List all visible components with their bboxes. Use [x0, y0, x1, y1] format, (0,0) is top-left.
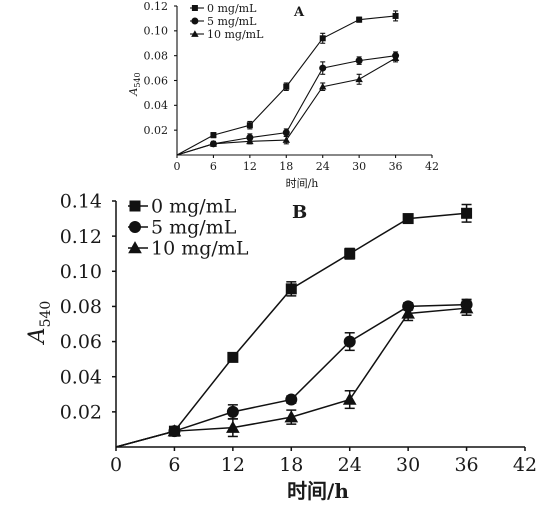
- panel-b-legend-item: 0 mg/mL: [128, 196, 237, 218]
- panel-a-data-point: [210, 132, 217, 139]
- panel-b-legend-label: 0 mg/mL: [151, 196, 237, 218]
- panel-a-series-square: [176, 10, 399, 156]
- panel-a-legend-item: 10 mg/mL: [190, 28, 264, 41]
- panel-a-x-tick-label: 0: [174, 160, 181, 173]
- panel-b-y-tick-label: 0.08: [60, 296, 102, 318]
- panel-b-series-triangle: [115, 300, 474, 448]
- panel-b-x-tick-label: 6: [168, 454, 180, 476]
- chart-panel-b: B 0 6 12 18 24 30 36 42 0.02 0.04 0.06 0.08 0.10 0.12…: [25, 191, 537, 503]
- panel-a-x-tick-label: 36: [389, 160, 403, 173]
- panel-a-axes: 0 6 12 18 24 30 36 42 0.02 0.04 0.06 0.08 0.10 0.12: [144, 0, 440, 173]
- panel-a-data-point: [319, 35, 326, 42]
- panel-a-legend-marker: [191, 5, 198, 11]
- panel-b-x-tick-label: 36: [454, 454, 478, 476]
- panel-b-legend-marker: [129, 221, 141, 233]
- panel-b-x-tick-label: 42: [513, 454, 537, 476]
- panel-b-data-point: [401, 306, 415, 319]
- panel-b-series-line: [115, 307, 467, 448]
- panel-b-legend-marker: [128, 241, 142, 254]
- panel-b-data-point: [285, 283, 297, 295]
- panel-b-y-tick-label: 0.06: [60, 331, 102, 353]
- panel-b-legend-marker: [129, 200, 141, 212]
- panel-b-x-tick-label: 24: [338, 454, 362, 476]
- panel-b-data-point: [226, 420, 240, 433]
- panel-b-data-point: [285, 393, 298, 406]
- panel-a-y-tick-label: 0.06: [144, 74, 169, 87]
- panel-a-data-point: [391, 54, 400, 61]
- panel-b-legend-label: 10 mg/mL: [151, 238, 249, 260]
- panel-a-data-point: [282, 136, 291, 143]
- panel-b-data-point: [402, 213, 414, 225]
- panel-b-data-point: [284, 410, 299, 423]
- panel-b-y-tick-label: 0.14: [60, 191, 102, 213]
- panel-a-y-tick-label: 0.10: [144, 25, 169, 38]
- panel-a-x-tick-label: 30: [352, 160, 366, 173]
- panel-b-legend-label: 5 mg/mL: [151, 217, 237, 239]
- panel-b-axes: 0 6 12 18 24 30 36 42 0.02 0.04 0.06 0.08 0.10 0.12 0.…: [60, 191, 537, 477]
- chart-panel-a: A 0 6 12 18 24 30 36 42 0.02 0.04 0.06 0.08 0.10 0.12…: [127, 0, 439, 190]
- panel-a-legend-item: 0 mg/mL: [190, 2, 257, 15]
- panel-b-y-axis-title: A540: [25, 301, 54, 346]
- panel-a-data-point: [209, 140, 218, 147]
- panel-a-x-tick-label: 12: [243, 160, 257, 173]
- panel-a-legend-item: 5 mg/mL: [190, 15, 257, 28]
- panel-b-y-tick-label: 0.04: [60, 366, 102, 388]
- panel-a-series: [176, 10, 400, 156]
- panel-b-data-point: [344, 248, 356, 260]
- panel-b-x-tick-label: 0: [110, 454, 122, 476]
- panel-a-y-axis-subscript: 540: [133, 72, 142, 87]
- panel-a-data-point: [246, 137, 254, 145]
- panel-a-x-tick-label: 6: [210, 160, 217, 173]
- panel-a-data-point: [356, 16, 363, 23]
- panel-a-y-tick-label: 0.12: [144, 0, 169, 13]
- panel-b-data-point: [342, 392, 357, 405]
- panel-a-data-point: [392, 12, 399, 19]
- panel-b-data-point: [167, 424, 182, 437]
- panel-a-data-point: [355, 75, 363, 83]
- panel-a-legend-marker: [191, 30, 199, 37]
- panel-b-y-tick-label: 0.10: [60, 261, 102, 283]
- panel-b-y-axis-subscript: 540: [38, 301, 54, 328]
- panel-a-data-point: [283, 83, 290, 90]
- panel-a-x-tick-label: 42: [425, 160, 439, 173]
- panel-b-x-axis-title: 时间/h: [287, 479, 349, 503]
- panel-b-y-tick-label: 0.12: [60, 226, 102, 248]
- panel-a-data-point: [355, 57, 363, 65]
- panel-a-y-tick-label: 0.08: [144, 50, 169, 63]
- panel-b-data-point: [227, 351, 239, 363]
- panel-b-data-point: [459, 301, 474, 314]
- panel-a-x-tick-label: 18: [279, 160, 293, 173]
- panel-a-data-point: [319, 64, 327, 72]
- panel-b-legend-item: 5 mg/mL: [128, 217, 237, 239]
- panel-b-series-line: [115, 303, 467, 448]
- panel-b-x-tick-label: 18: [279, 454, 303, 476]
- panel-a-legend-marker: [191, 17, 199, 25]
- panel-b-data-point: [226, 405, 239, 418]
- panel-a-legend-label: 5 mg/mL: [207, 15, 257, 28]
- panel-b-data-point: [343, 335, 356, 348]
- panel-a-x-tick-label: 24: [316, 160, 330, 173]
- panel-a-y-tick-label: 0.02: [144, 124, 169, 137]
- panel-b-legend-item: 10 mg/mL: [128, 238, 249, 260]
- panel-b-y-tick-label: 0.02: [60, 402, 102, 424]
- panel-a-x-axis-title: 时间/h: [286, 177, 319, 190]
- panel-a-y-axis-title: A540: [127, 72, 142, 96]
- panel-b-series: [115, 203, 474, 448]
- panel-a-series-triangle: [176, 53, 400, 156]
- panel-a-data-point: [246, 122, 253, 129]
- panel-a-data-point: [318, 82, 327, 90]
- panel-b-data-point: [461, 207, 473, 219]
- panel-b-letter: B: [292, 202, 307, 223]
- panel-a-data-point: [282, 129, 290, 137]
- panel-a-y-tick-label: 0.04: [144, 99, 169, 112]
- panel-a-letter: A: [293, 5, 305, 20]
- panel-a-legend-label: 10 mg/mL: [207, 28, 264, 41]
- panel-b-x-tick-label: 12: [221, 454, 245, 476]
- panel-b-x-tick-label: 30: [396, 454, 420, 476]
- panel-a-legend-label: 0 mg/mL: [207, 2, 257, 15]
